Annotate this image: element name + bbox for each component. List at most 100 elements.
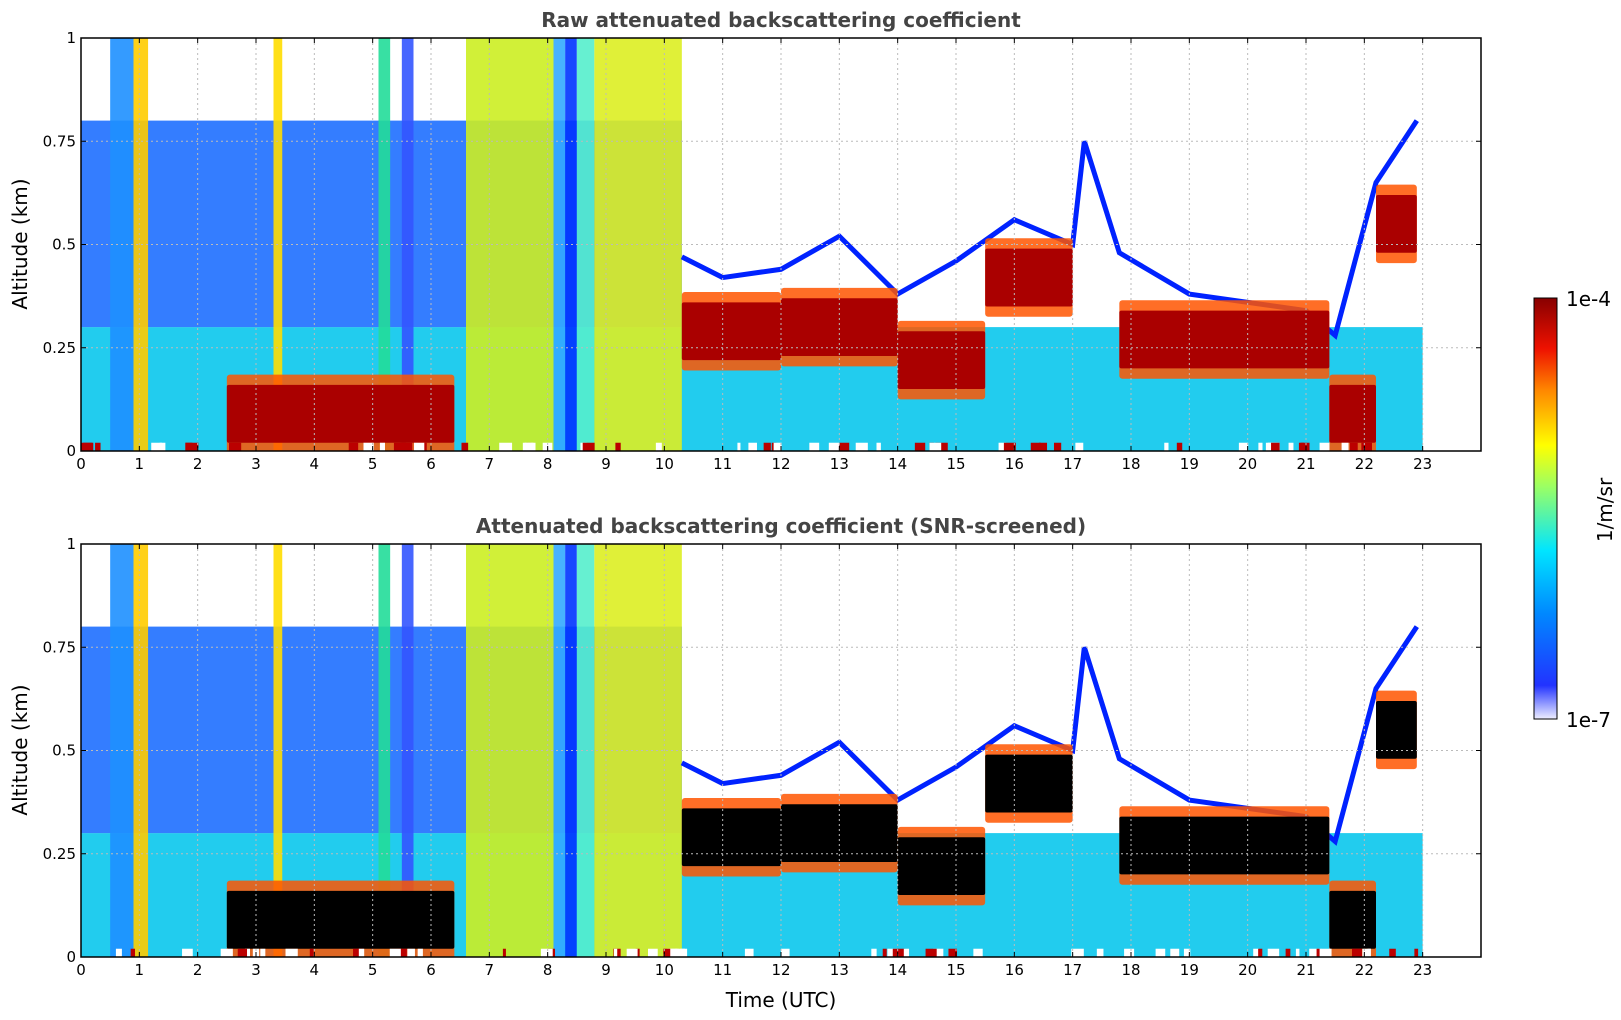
- surface-noise: [929, 442, 942, 451]
- y-tick-label: 1: [66, 535, 76, 553]
- surface-noise: [397, 948, 407, 957]
- surface-noise: [414, 442, 425, 451]
- surface-noise: [1351, 948, 1362, 957]
- grid-lines: [81, 544, 1481, 957]
- cloud-layer: [1329, 890, 1376, 949]
- surface-noise: [1298, 442, 1310, 451]
- surface-noise: [393, 442, 406, 451]
- precip-streak: [133, 38, 149, 451]
- surface-noise: [130, 948, 136, 957]
- surface-noise: [748, 442, 757, 451]
- x-tick-label: 6: [426, 455, 436, 473]
- cloud-layer: [226, 890, 455, 949]
- cloud-layer: [1376, 194, 1417, 253]
- x-axis-ticks: 0 1 2 3 4 5 6 7 8 9 10 11 12 13 14 15 16 17 18 19 20 21 22 23: [76, 38, 1432, 473]
- x-tick-label: 12: [771, 961, 790, 979]
- x-tick-label: 6: [426, 961, 436, 979]
- x-tick-label: 5: [368, 961, 378, 979]
- x-tick-label: 12: [771, 455, 790, 473]
- surface-noise: [1319, 442, 1330, 451]
- x-axis-ticks: 0 1 2 3 4 5 6 7 8 9 10 11 12 13 14 15 16 17 18 19 20 21 22 23: [76, 544, 1432, 979]
- x-tick-label: 22: [1355, 455, 1374, 473]
- backscatter-heatmap: [81, 544, 1423, 957]
- surface-noise: [379, 442, 385, 451]
- surface-noise: [524, 442, 532, 451]
- surface-noise: [353, 948, 364, 957]
- surface-noise: [1267, 948, 1280, 957]
- surface-noise: [220, 948, 233, 957]
- surface-noise: [1030, 442, 1041, 451]
- surface-noise: [417, 948, 423, 957]
- y-tick-label: 0: [66, 442, 76, 460]
- surface-noise: [647, 948, 658, 957]
- cloud-layer: [226, 384, 455, 443]
- cloud-layer: [1119, 816, 1330, 875]
- x-tick-label: 17: [1063, 455, 1082, 473]
- colorbar: 1e-4 1e-7 1/m/sr: [1533, 287, 1617, 732]
- cloud-layer: [781, 298, 898, 357]
- x-tick-label: 14: [888, 455, 907, 473]
- x-tick-label: 14: [888, 961, 907, 979]
- surface-noise: [461, 442, 469, 451]
- x-tick-label: 7: [485, 455, 495, 473]
- surface-noise: [668, 948, 677, 957]
- surface-noise: [1170, 948, 1180, 957]
- cloud-layer: [681, 302, 781, 361]
- surface-noise: [1389, 948, 1396, 957]
- surface-noise: [1309, 948, 1322, 957]
- surface-noise: [83, 442, 93, 451]
- surface-noise: [182, 948, 193, 957]
- y-tick-label: 1: [66, 29, 76, 47]
- x-tick-label: 10: [655, 455, 674, 473]
- surface-noise: [780, 948, 790, 957]
- x-tick-label: 21: [1296, 455, 1315, 473]
- x-tick-label: 3: [251, 455, 261, 473]
- surface-noise: [635, 948, 640, 957]
- surface-noise: [540, 948, 553, 957]
- surface-noise: [773, 442, 782, 451]
- x-tick-label: 21: [1296, 961, 1315, 979]
- x-tick-label: 8: [543, 961, 553, 979]
- surface-noise: [876, 442, 881, 451]
- y-tick-label: 0.25: [43, 845, 76, 863]
- surface-noise: [159, 442, 166, 451]
- y-axis-label: Altitude (km): [8, 178, 32, 309]
- surface-noise: [1155, 948, 1166, 957]
- y-tick-label: 0.75: [43, 638, 76, 656]
- grid-lines: [81, 38, 1481, 451]
- surface-noise: [615, 442, 621, 451]
- colorbar-max-label: 1e-4: [1566, 287, 1611, 311]
- surface-noise: [675, 948, 688, 957]
- x-tick-label: 3: [251, 961, 261, 979]
- x-tick-label: 13: [830, 455, 849, 473]
- surface-noise: [1071, 948, 1084, 957]
- surface-noise: [914, 442, 926, 451]
- x-tick-label: 13: [830, 961, 849, 979]
- surface-noise: [744, 948, 754, 957]
- surface-noise: [115, 948, 122, 957]
- surface-noise: [1341, 442, 1349, 451]
- surface-noise: [348, 442, 359, 451]
- backscatter-heatmap: [81, 38, 1423, 451]
- surface-noise: [839, 442, 850, 451]
- surface-noise: [499, 442, 513, 451]
- surface-noise: [948, 948, 958, 957]
- surface-noise: [1362, 948, 1371, 957]
- snr-screened-backscatter-panel: Attenuated backscattering coefficient (S…: [8, 514, 1482, 1012]
- surface-noise: [828, 442, 840, 451]
- surface-noise: [737, 442, 741, 451]
- surface-noise: [151, 442, 162, 451]
- precip-streak: [553, 544, 566, 957]
- x-tick-label: 15: [946, 455, 965, 473]
- colorbar-gradient: [1533, 297, 1558, 720]
- x-tick-label: 23: [1413, 455, 1432, 473]
- surface-noise: [260, 948, 266, 957]
- panel-title: Attenuated backscattering coefficient (S…: [476, 514, 1086, 538]
- x-tick-label: 11: [713, 961, 732, 979]
- cloud-layer: [681, 808, 781, 867]
- surface-noise: [1075, 442, 1084, 451]
- surface-noise: [309, 948, 314, 957]
- raw-backscatter-panel: Raw attenuated backscattering coefficien…: [8, 8, 1482, 473]
- surface-noise: [871, 948, 877, 957]
